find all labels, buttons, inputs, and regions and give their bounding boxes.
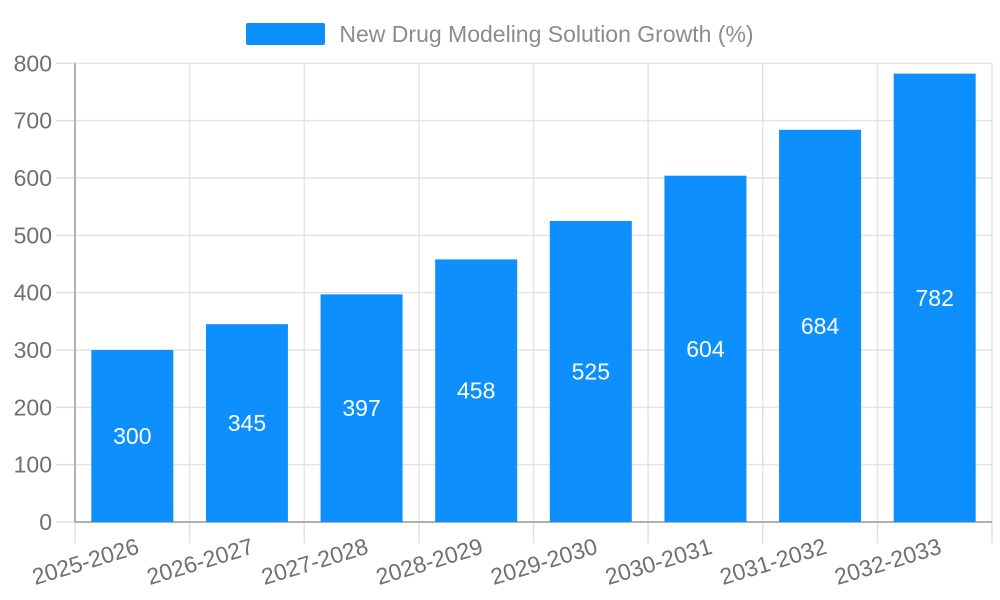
legend-swatch-icon	[246, 23, 326, 45]
x-axis-tick-label: 2027-2028	[258, 533, 371, 590]
legend-label: New Drug Modeling Solution Growth (%)	[339, 21, 754, 47]
bar-value-label: 458	[457, 378, 495, 404]
y-axis-tick-label: 100	[14, 452, 52, 478]
y-axis-tick-label: 500	[14, 222, 52, 248]
bar-value-label: 345	[228, 410, 266, 436]
y-axis-tick-label: 700	[14, 108, 52, 134]
y-axis-tick-label: 600	[14, 165, 52, 191]
x-axis-tick-label: 2032-2033	[831, 533, 944, 590]
bar[interactable]	[91, 349, 174, 522]
bar-value-label: 684	[801, 313, 840, 339]
x-axis-tick-label: 2026-2027	[144, 533, 257, 590]
bar[interactable]	[893, 73, 976, 522]
bar[interactable]	[779, 129, 862, 522]
y-axis-tick-label: 200	[14, 394, 52, 420]
x-axis-tick-label: 2029-2030	[487, 533, 600, 590]
y-axis-tick-label: 400	[14, 280, 52, 306]
x-axis-tick-label: 2030-2031	[602, 533, 715, 590]
x-axis-tick-label: 2031-2032	[717, 533, 830, 590]
bar[interactable]	[435, 259, 518, 522]
bar[interactable]	[205, 324, 288, 522]
bar-value-label: 300	[113, 423, 151, 449]
bar-value-label: 397	[342, 395, 380, 421]
y-axis-tick-label: 0	[39, 509, 52, 535]
y-axis-tick-label: 800	[14, 50, 52, 76]
bar[interactable]	[664, 175, 747, 522]
bar[interactable]	[320, 294, 403, 522]
x-axis-tick-label: 2025-2026	[29, 533, 142, 590]
bar-value-label: 782	[916, 285, 954, 311]
bar[interactable]	[549, 220, 632, 522]
bar-value-label: 525	[572, 358, 610, 384]
legend-item[interactable]: New Drug Modeling Solution Growth (%)	[0, 22, 1000, 46]
y-axis-tick-label: 300	[14, 337, 52, 363]
bar-value-label: 604	[686, 336, 725, 362]
x-axis-tick-label: 2028-2029	[373, 533, 486, 590]
